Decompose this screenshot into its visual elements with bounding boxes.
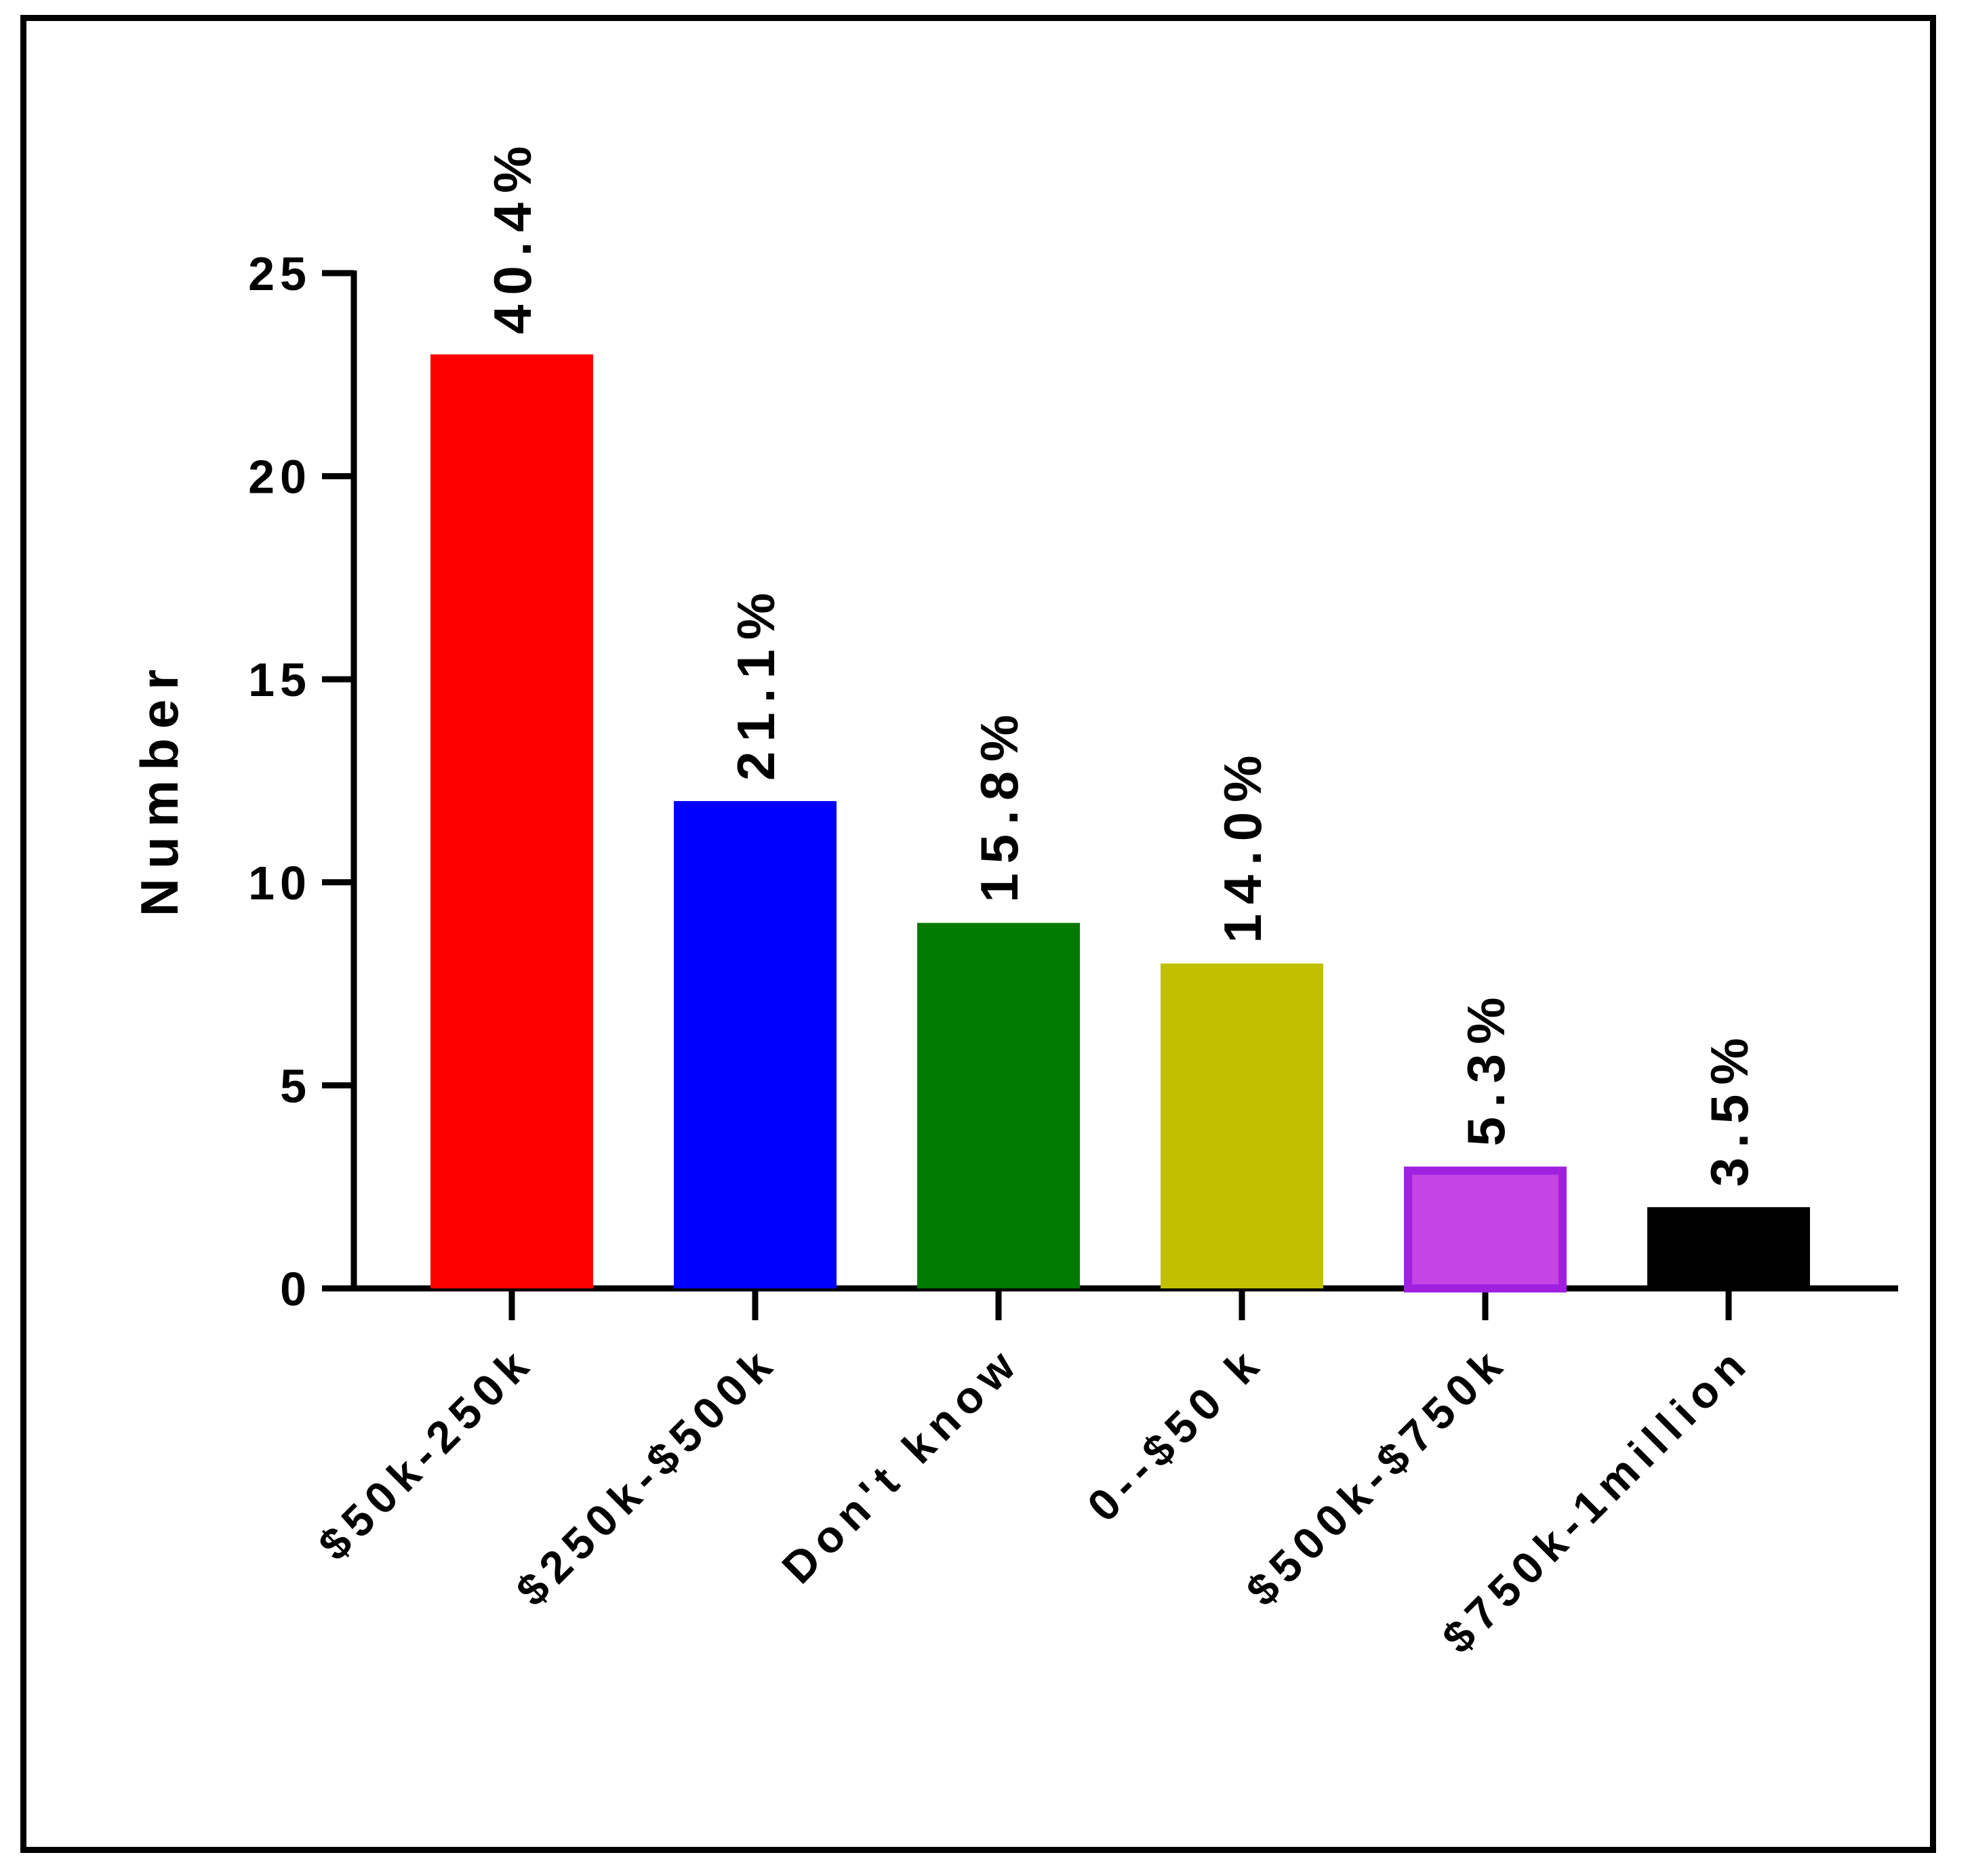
x-category-label: Don't know (772, 1336, 1030, 1593)
bar (430, 354, 593, 1288)
bar (1647, 1207, 1810, 1288)
bars (430, 354, 1810, 1292)
axes: 0 5 10 15 20 25 (248, 247, 1898, 1320)
x-category-label: $250k-$500k (506, 1336, 786, 1616)
y-tick-label: 10 (248, 857, 312, 910)
x-category-label: $50k-250k (308, 1336, 543, 1570)
bar-value-label: 3.5% (1699, 1028, 1759, 1187)
y-tick-label: 25 (248, 247, 312, 300)
x-category-label: 0--$50 k (1078, 1336, 1273, 1531)
bar-value-label: 14.0% (1213, 746, 1272, 943)
y-tick-label: 20 (248, 451, 312, 504)
y-tick-label: 0 (280, 1263, 312, 1316)
bar (674, 800, 837, 1288)
x-category-label: $500k-$750k (1236, 1336, 1516, 1616)
bar (1404, 1166, 1567, 1292)
bar (917, 922, 1080, 1288)
bar-value-label: 21.1% (726, 584, 786, 781)
bar-value-label: 5.3% (1456, 987, 1516, 1146)
bar-value-label: 40.4% (483, 137, 542, 334)
y-axis-title: Number (129, 660, 189, 917)
bar (1161, 963, 1323, 1288)
y-tick-label: 5 (280, 1059, 312, 1112)
bar-value-label: 15.8% (969, 706, 1029, 903)
y-tick-label: 15 (248, 653, 312, 706)
